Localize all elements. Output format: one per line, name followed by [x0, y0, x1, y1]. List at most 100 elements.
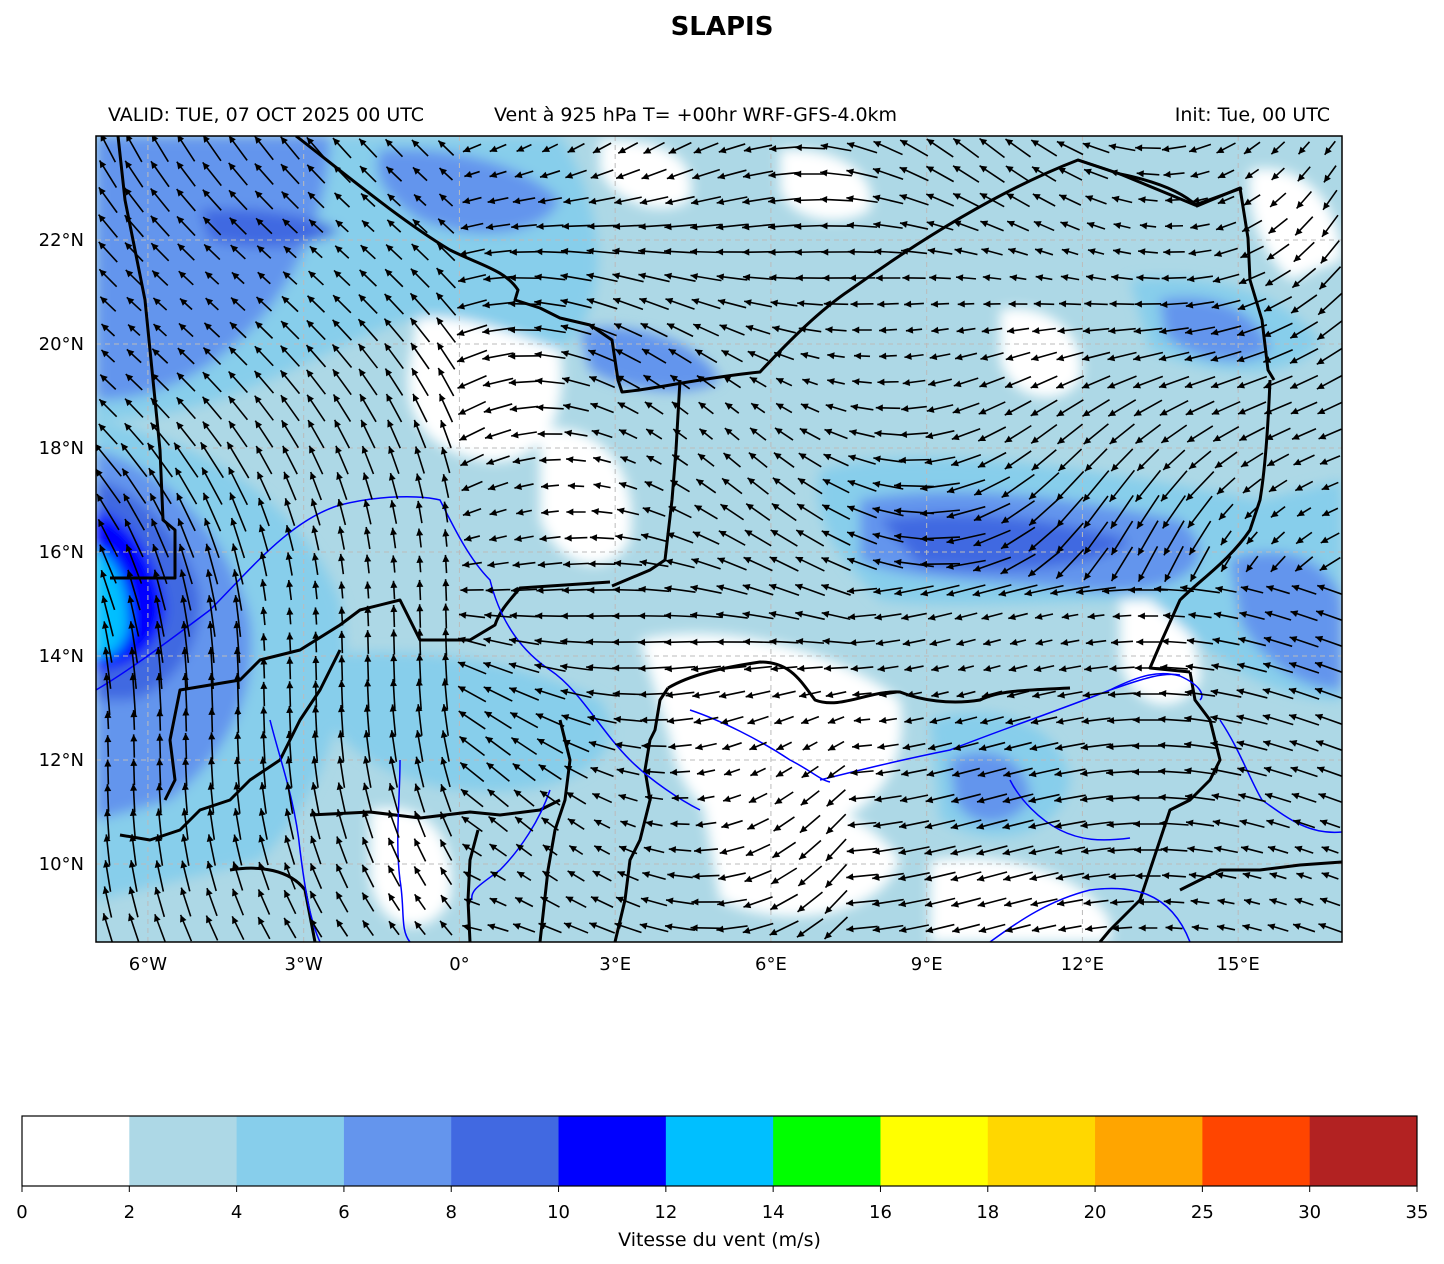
wind-vector-head	[152, 544, 159, 552]
wind-vector-head	[946, 512, 955, 519]
wind-vector	[924, 456, 956, 466]
wind-vector-head	[1162, 520, 1170, 529]
wind-vector	[539, 170, 561, 179]
wind-vector-head	[309, 445, 316, 454]
wind-vector	[146, 442, 174, 478]
wind-vector-head	[902, 743, 911, 751]
wind-vector	[1163, 520, 1185, 556]
wind-vector-head	[1292, 280, 1300, 288]
wind-vector-head	[202, 467, 209, 476]
wind-vector-head	[849, 429, 857, 437]
wind-vector	[1058, 194, 1082, 206]
wind-vector-head	[564, 765, 573, 773]
colorbar-swatch	[1202, 1116, 1311, 1186]
wind-vector-head	[946, 537, 955, 545]
wind-vector	[1318, 428, 1342, 440]
wind-vector-head	[124, 423, 132, 431]
wind-vector-head	[462, 560, 470, 568]
wind-vector-head	[1135, 436, 1144, 444]
wind-vector	[664, 585, 696, 594]
wind-vector	[1000, 526, 1036, 550]
wind-vector-head	[664, 223, 672, 231]
wind-vector	[879, 326, 897, 334]
wind-vector-head	[362, 756, 370, 764]
wind-vector-head	[1029, 492, 1037, 500]
wind-vector	[306, 136, 326, 160]
wind-vector	[977, 451, 1007, 469]
wind-vector-head	[1237, 381, 1245, 389]
wind-vector-head	[281, 296, 290, 304]
calm-area	[600, 139, 692, 209]
wind-vector-head	[1180, 584, 1188, 592]
wind-vector-head	[309, 246, 318, 254]
wind-vector	[846, 195, 878, 204]
wind-vector	[927, 742, 953, 751]
wind-vector-head	[538, 197, 546, 205]
wind-vector-head	[150, 397, 159, 406]
wind-vector-head	[612, 690, 620, 698]
wind-vector	[671, 454, 689, 466]
wind-vector	[1132, 742, 1164, 750]
wind-vector	[1134, 300, 1162, 308]
wind-vector	[279, 345, 301, 367]
wind-vector	[953, 220, 979, 232]
wind-vector-head	[511, 586, 519, 594]
wind-vector-head	[1293, 254, 1302, 262]
wind-vector	[613, 715, 643, 723]
wind-vector	[745, 324, 771, 335]
wind-vector-head	[282, 218, 291, 227]
river-volta	[397, 759, 411, 942]
wind-vector	[1160, 664, 1188, 672]
wind-vector-head	[1035, 613, 1043, 620]
wind-vector	[980, 716, 1004, 725]
wind-vector-head	[541, 482, 549, 490]
wind-vector-head	[1050, 588, 1058, 596]
wind-vector	[208, 707, 216, 733]
wind-vector-head	[438, 218, 446, 227]
wind-vector	[357, 318, 379, 342]
wind-vector-head	[440, 757, 448, 765]
wind-vector-head	[794, 248, 802, 256]
wind-vector	[1212, 273, 1240, 284]
wind-vector	[982, 274, 1002, 282]
wind-vector-head	[1133, 381, 1141, 389]
wind-vector	[332, 137, 352, 159]
wind-vector	[1137, 520, 1159, 556]
wind-vector-head	[821, 530, 830, 538]
wind-vector	[1055, 742, 1085, 751]
wind-vector-head	[231, 272, 240, 280]
speed-6-8-area	[1160, 297, 1270, 361]
wind-vector	[691, 665, 721, 673]
wind-vector-head	[751, 403, 759, 411]
wind-vector	[846, 221, 878, 229]
wind-vector-head	[228, 136, 236, 144]
wind-vector-head	[800, 351, 809, 359]
wind-vector	[256, 245, 272, 259]
wind-vector	[508, 352, 540, 360]
wind-vector	[877, 378, 899, 386]
wind-vector	[232, 569, 243, 611]
wind-vector-head	[539, 534, 547, 542]
wind-vector-head	[586, 638, 594, 646]
wind-vector-shaft	[102, 595, 114, 637]
river-benue	[819, 673, 1181, 781]
wind-vector	[121, 468, 147, 504]
wind-vector	[1184, 375, 1216, 389]
wind-vector	[1107, 375, 1137, 389]
wind-vector	[846, 168, 878, 179]
wind-vector-head	[1005, 354, 1014, 361]
wind-vector-head	[384, 343, 392, 352]
wind-vector-head	[1008, 300, 1016, 308]
wind-vector-head	[1246, 564, 1254, 572]
wind-vector-head	[483, 686, 492, 694]
wind-vector	[260, 657, 268, 679]
wind-vector	[182, 732, 190, 760]
wind-vector	[152, 323, 168, 337]
wind-vector-head	[1289, 356, 1298, 364]
wind-vector	[514, 535, 534, 542]
wind-vector	[1215, 585, 1237, 593]
wind-vector-head	[130, 734, 138, 742]
wind-vector	[332, 394, 352, 422]
wind-vector	[972, 556, 1012, 572]
wind-vector-head	[904, 665, 912, 672]
